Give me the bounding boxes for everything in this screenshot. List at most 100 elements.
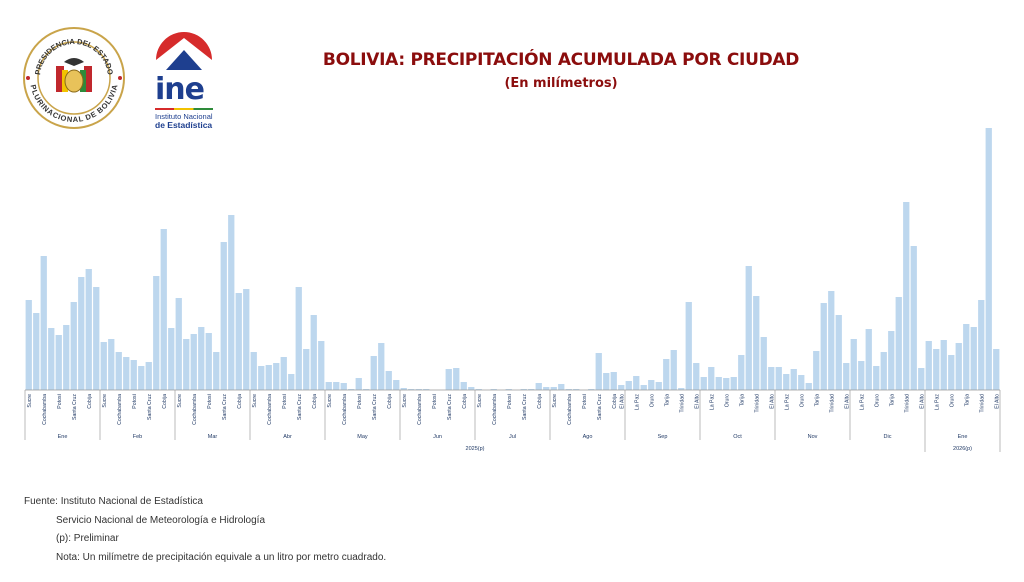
bar-sep-santa-cruz <box>670 350 677 390</box>
bar-nov-trinidad <box>828 291 835 390</box>
tick-label: Potosí <box>282 393 288 408</box>
bar-mar-trinidad <box>228 215 235 390</box>
bar-mar-la-paz <box>183 339 190 390</box>
tick-label: Cobija <box>87 394 93 409</box>
bar-ene-trinidad <box>78 277 85 390</box>
bar-may-cobija <box>385 371 392 390</box>
bar-feb-tarija <box>138 366 145 390</box>
bar-dic-potosí <box>880 352 887 390</box>
bar-jun-la-paz <box>408 389 415 390</box>
bar-ene-santa-cruz <box>970 327 977 390</box>
bar-jun-el-alto <box>468 387 475 390</box>
bar-feb-oruro <box>123 357 130 390</box>
bar-ene-cochabamba <box>940 340 947 390</box>
tick-label: Oruro <box>949 394 955 407</box>
bar-jun-sucre <box>400 388 407 390</box>
tick-label: Tarija <box>889 394 895 407</box>
bar-abr-sucre <box>250 352 257 390</box>
bar-sep-trinidad <box>678 388 685 390</box>
tick-label: La Paz <box>634 394 640 411</box>
bar-feb-cobija <box>160 229 167 390</box>
tick-label: El Alto <box>994 394 1000 409</box>
tick-label: La Paz <box>859 394 865 411</box>
bar-ene-la-paz <box>33 313 40 390</box>
bar-ene-sucre <box>25 300 32 390</box>
tick-label: La Paz <box>784 394 790 411</box>
tick-label: Cobija <box>612 394 618 409</box>
bar-mar-cochabamba <box>190 334 197 390</box>
bar-nov-sucre <box>775 367 782 390</box>
tick-label: Cochabamba <box>492 394 498 425</box>
month-label: Jun <box>433 434 442 440</box>
bar-nov-oruro <box>798 375 805 390</box>
tick-label: Cobija <box>312 394 318 409</box>
bar-jul-trinidad <box>528 389 535 390</box>
bar-abr-potosí <box>280 357 287 390</box>
bar-oct-trinidad <box>753 296 760 390</box>
bar-ago-tarija <box>588 389 595 390</box>
tick-label: Sucre <box>252 394 258 408</box>
bar-feb-cochabamba <box>115 352 122 390</box>
tick-label: Oruro <box>649 394 655 407</box>
bar-mar-cobija <box>235 293 242 390</box>
tick-label: Cochabamba <box>117 394 123 425</box>
tick-label: Tarija <box>739 394 745 407</box>
bar-feb-trinidad <box>153 276 160 390</box>
bar-oct-cochabamba <box>715 377 722 390</box>
bar-ene-santa-cruz <box>70 302 77 390</box>
bar-jul-sucre <box>475 389 482 390</box>
tick-label: Santa Cruz <box>522 394 528 420</box>
tick-label: El Alto <box>694 394 700 409</box>
month-label: Abr <box>283 434 292 440</box>
bar-may-oruro <box>348 389 355 390</box>
bar-ene-sucre <box>925 341 932 390</box>
tick-label: Trinidad <box>904 394 910 413</box>
month-label: Ene <box>958 434 968 440</box>
tick-label: El Alto <box>619 394 625 409</box>
tick-label: Cobija <box>237 394 243 409</box>
bar-ene-potosí <box>55 335 62 390</box>
bar-ene-oruro <box>48 328 55 390</box>
bar-sep-cochabamba <box>640 385 647 390</box>
tick-label: Cobija <box>462 394 468 409</box>
month-label: Dic <box>884 434 892 440</box>
ine-flag-stripe <box>155 108 213 110</box>
tick-label: Santa Cruz <box>447 394 453 420</box>
tick-label: Trinidad <box>829 394 835 413</box>
month-label: Jul <box>509 434 516 440</box>
preliminary-note: (p): Preliminar <box>56 533 119 544</box>
bar-may-cochabamba <box>340 383 347 390</box>
ine-subtitle: Instituto Nacional de Estadística <box>155 112 213 130</box>
tick-label: Potosí <box>582 393 588 408</box>
bar-jul-el-alto <box>543 387 550 390</box>
tick-label: Cochabamba <box>42 394 48 425</box>
bar-nov-cochabamba <box>790 369 797 390</box>
bar-sep-la-paz <box>633 376 640 390</box>
bar-feb-la-paz <box>108 339 115 390</box>
bar-oct-el-alto <box>768 367 775 390</box>
tick-label: Santa Cruz <box>597 394 603 420</box>
bar-ago-oruro <box>573 389 580 390</box>
tick-label: Oruro <box>799 394 805 407</box>
bar-ago-sucre <box>550 387 557 390</box>
bar-may-la-paz <box>333 382 340 390</box>
tick-label: Cochabamba <box>567 394 573 425</box>
tick-label: Oruro <box>724 394 730 407</box>
bar-abr-la-paz <box>258 366 265 390</box>
bar-oct-potosí <box>730 377 737 390</box>
bar-oct-cobija <box>760 337 767 390</box>
bar-dic-sucre <box>850 339 857 390</box>
bar-ago-la-paz <box>558 384 565 390</box>
bar-may-santa-cruz <box>370 356 377 390</box>
bar-dic-tarija <box>888 331 895 390</box>
tick-label: Cochabamba <box>192 394 198 425</box>
bar-dic-el-alto <box>918 368 925 390</box>
bar-ene-tarija <box>63 325 70 390</box>
ine-wordmark: ine <box>155 72 205 107</box>
bar-may-trinidad <box>378 343 385 390</box>
ine-logo <box>150 26 220 132</box>
tick-label: La Paz <box>709 394 715 411</box>
bar-abr-cochabamba <box>265 365 272 390</box>
bar-ago-santa-cruz <box>595 353 602 390</box>
bar-ene-oruro <box>948 355 955 390</box>
